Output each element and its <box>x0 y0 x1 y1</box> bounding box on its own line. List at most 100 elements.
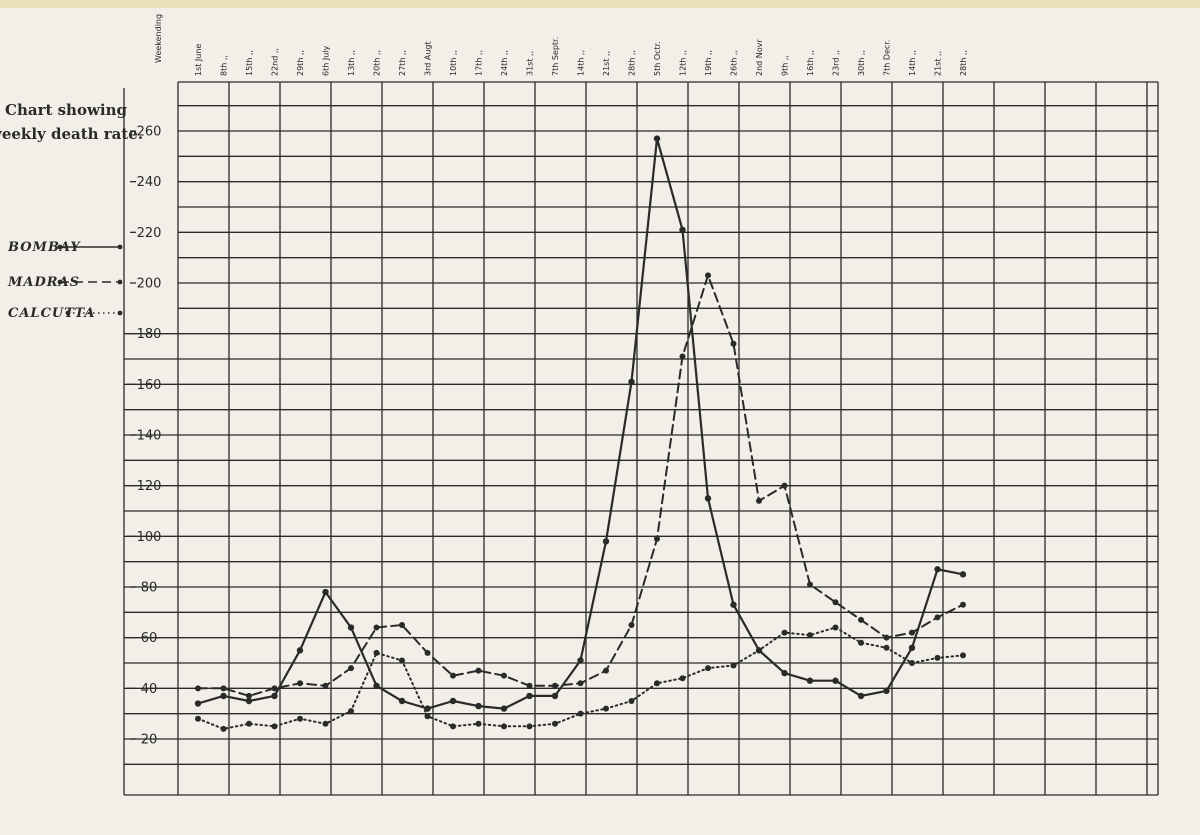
x-tick-label: 16th ,, <box>806 50 815 76</box>
data-point-calcutta <box>195 715 201 722</box>
data-point-bombay <box>475 702 482 710</box>
y-tick-label: 80 <box>141 581 158 596</box>
x-tick-label: 7th Decr. <box>883 40 892 76</box>
data-point-madras <box>756 497 762 504</box>
x-tick-label: 26th ,, <box>730 50 739 76</box>
data-point-madras <box>730 340 737 347</box>
y-tick-label: 120 <box>137 479 162 494</box>
data-point-madras <box>220 685 227 692</box>
chart-title: Chart showing weekly death rate. <box>0 101 143 143</box>
data-point-calcutta <box>501 723 507 730</box>
data-point-madras <box>271 685 278 692</box>
x-tick-label: 27th ,, <box>398 50 407 76</box>
data-point-bombay <box>628 378 635 385</box>
data-point-madras <box>603 667 609 674</box>
data-point-madras <box>934 614 941 621</box>
data-point-madras <box>628 622 635 628</box>
data-point-calcutta <box>271 723 278 730</box>
data-point-bombay <box>424 705 431 712</box>
x-tick-label: 28th ,, <box>959 50 968 76</box>
data-point-calcutta <box>246 720 252 727</box>
y-tick-label: 60 <box>141 631 158 646</box>
data-point-madras <box>322 682 329 689</box>
data-point-calcutta <box>960 652 966 659</box>
x-tick-label: 7th Septr. <box>551 37 560 76</box>
data-point-calcutta <box>832 624 839 631</box>
data-point-bombay <box>857 692 865 700</box>
legend-marker-bombay <box>117 244 123 250</box>
data-point-bombay <box>577 657 584 664</box>
data-point-madras <box>501 672 507 679</box>
data-point-bombay <box>500 705 508 712</box>
data-point-bombay <box>271 692 278 700</box>
data-point-calcutta <box>858 639 864 646</box>
y-tick-label: 260 <box>137 125 162 140</box>
data-point-calcutta <box>450 723 456 730</box>
y-tick-label: 100 <box>137 530 162 545</box>
x-tick-label: 23rd ,, <box>832 50 841 76</box>
data-point-madras <box>348 665 354 672</box>
x-tick-label: 28th ,, <box>628 50 637 76</box>
data-point-bombay <box>220 692 227 700</box>
x-tick-label: 8th ,, <box>220 55 229 76</box>
grid <box>123 81 1159 796</box>
y-tick-label: 200 <box>137 277 162 292</box>
data-point-madras <box>424 649 431 656</box>
data-point-calcutta <box>399 657 405 664</box>
data-point-calcutta <box>909 660 915 666</box>
data-point-calcutta <box>781 629 788 636</box>
data-point-bombay <box>730 601 737 608</box>
data-point-madras <box>297 680 303 687</box>
data-point-calcutta <box>526 723 533 730</box>
data-point-calcutta <box>883 644 890 651</box>
x-tick-label: 13th ,, <box>347 50 356 76</box>
data-point-bombay <box>934 566 941 573</box>
data-point-madras <box>832 599 839 606</box>
data-point-bombay <box>653 135 661 142</box>
data-point-bombay <box>908 644 916 651</box>
x-tick-label: 29th ,, <box>296 50 305 76</box>
data-point-madras <box>883 634 890 641</box>
data-point-madras <box>577 680 584 687</box>
data-point-madras <box>679 353 686 360</box>
legend-label-madras: MADRAS <box>7 275 80 290</box>
legend-marker-bombay <box>57 244 63 250</box>
x-tick-label: 21st ,, <box>934 51 943 76</box>
y-axis-ticks: 20 40 60 80 100 120 140 160 180 200 220 240 260 <box>130 125 161 748</box>
data-point-madras <box>526 682 533 689</box>
data-point-calcutta <box>807 632 813 639</box>
data-point-bombay <box>398 697 406 705</box>
x-tick-label: 2nd Novr <box>755 39 764 76</box>
data-point-calcutta <box>730 662 737 669</box>
legend-marker-calcutta <box>117 310 123 316</box>
data-point-calcutta <box>679 675 686 682</box>
data-point-bombay <box>883 687 890 695</box>
data-point-calcutta <box>654 680 660 687</box>
data-point-calcutta <box>552 720 558 727</box>
data-point-bombay <box>781 669 788 677</box>
x-tick-label: 24th ,, <box>500 50 509 76</box>
data-point-calcutta <box>322 720 329 727</box>
legend-label-bombay: BOMBAY <box>7 240 81 255</box>
data-point-madras <box>475 667 482 674</box>
y-tick-label: 240 <box>137 175 162 190</box>
data-point-calcutta <box>705 665 711 672</box>
chart-title-line-2: weekly death rate. <box>0 125 143 143</box>
data-point-madras <box>195 685 201 692</box>
data-point-madras <box>552 682 558 689</box>
data-point-bombay <box>322 588 329 596</box>
x-tick-label: 5th Octr. <box>653 41 662 76</box>
x-tick-label: 17th ,, <box>475 50 484 76</box>
data-point-bombay <box>704 495 712 502</box>
data-point-bombay <box>245 697 253 705</box>
x-axis-dates: Weekending 1st June 8th ,, 15th ,, 22nd ,, 29… <box>154 14 968 76</box>
data-point-bombay <box>526 692 533 700</box>
data-point-calcutta <box>628 698 635 704</box>
chart-title-line-1: Chart showing <box>5 101 127 119</box>
x-tick-label: 15th ,, <box>245 50 254 76</box>
data-point-bombay <box>373 682 380 689</box>
legend-marker-madras <box>117 279 123 285</box>
y-tick-label: 40 <box>141 682 158 697</box>
